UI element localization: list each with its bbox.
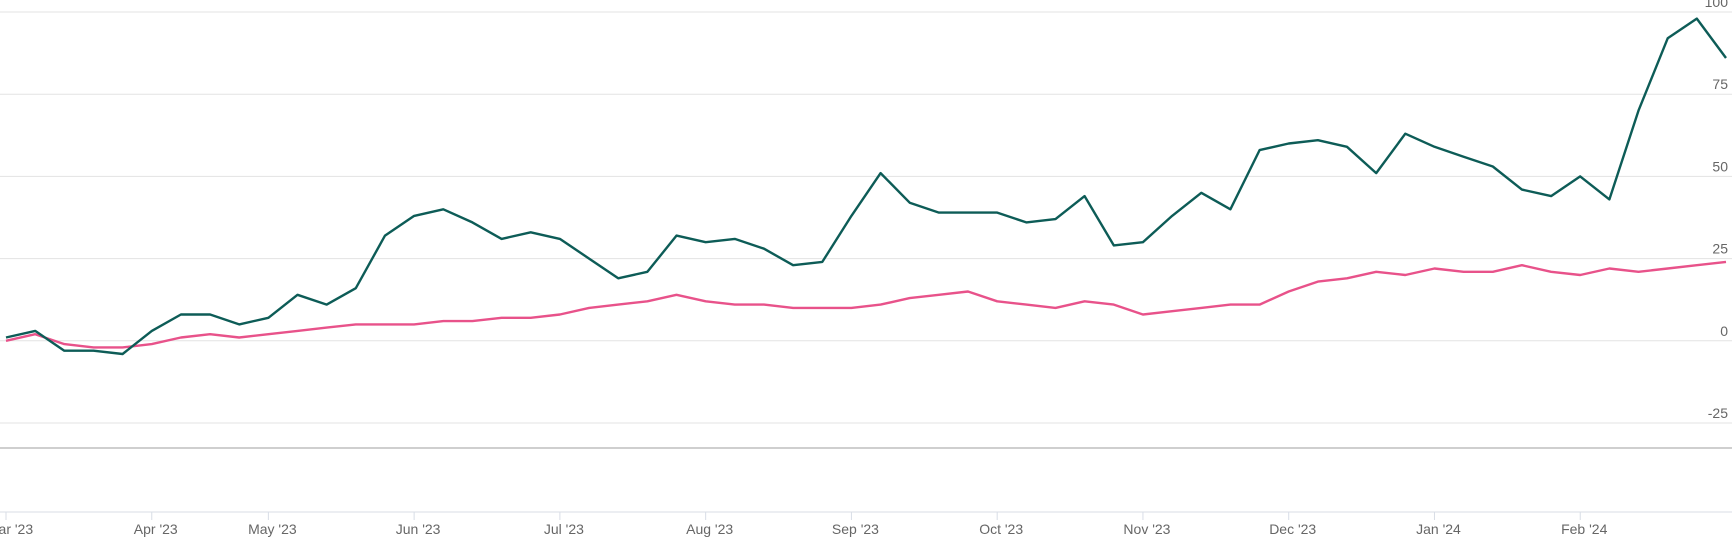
- x-tick-label: Sep '23: [832, 521, 879, 537]
- x-tick-label: Feb '24: [1561, 521, 1607, 537]
- x-tick-label: Mar '23: [0, 521, 33, 537]
- x-tick-label: Jan '24: [1416, 521, 1461, 537]
- x-tick-label: Jun '23: [396, 521, 441, 537]
- x-tick-label: Nov '23: [1123, 521, 1170, 537]
- x-tick-label: Jul '23: [544, 521, 584, 537]
- y-tick-label: 50: [1712, 158, 1728, 174]
- y-tick-label: -25: [1708, 405, 1728, 421]
- series-line: [5, 17, 1727, 356]
- x-tick-label: Apr '23: [134, 521, 178, 537]
- y-tick-label: 25: [1712, 241, 1728, 257]
- y-tick-label: 100: [1705, 0, 1729, 10]
- series-line: [5, 260, 1727, 349]
- x-tick-label: May '23: [248, 521, 297, 537]
- x-tick-label: Aug '23: [686, 521, 733, 537]
- y-tick-label: 75: [1712, 76, 1728, 92]
- y-tick-label: 0: [1720, 323, 1728, 339]
- x-tick-label: Oct '23: [979, 521, 1023, 537]
- x-tick-label: Dec '23: [1269, 521, 1316, 537]
